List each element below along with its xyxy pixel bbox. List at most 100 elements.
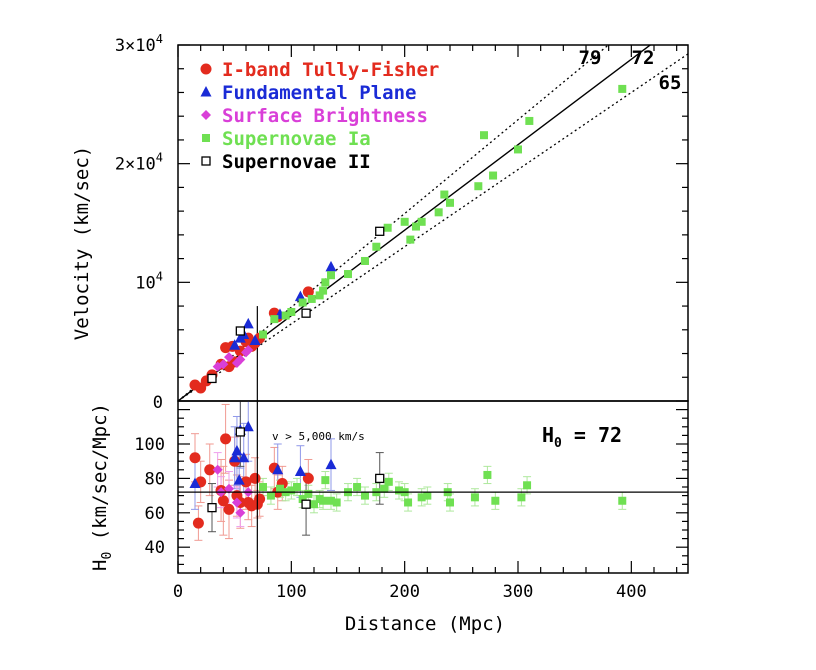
data-point [231,497,242,508]
data-point [301,308,311,318]
data-point [243,344,254,355]
h0-label-value: = 72 [562,423,622,447]
data-point [417,493,426,502]
series-fp [229,260,337,350]
data-point [489,171,498,180]
data-point [254,493,266,505]
data-point [238,451,250,463]
data-point [491,496,500,505]
data-point [235,427,245,437]
data-point [293,483,301,491]
legend-label: Surface Brightness [222,105,428,127]
data-point [217,495,229,507]
y-tick-label: 100 [134,435,165,455]
data-point [224,352,234,363]
data-point [480,131,488,140]
data-point [417,217,426,226]
data-point [207,502,217,513]
legend-marker-fp [200,86,212,97]
legend-marker-sn1a [202,134,210,142]
y-tick-label: 40 [145,538,165,558]
data-point [400,217,409,226]
data-point [361,256,369,265]
data-point [618,496,627,505]
legend-entry-sn2: Supernovae II [201,151,371,173]
data-point [224,483,234,494]
data-point [189,452,201,464]
data-point [223,503,235,515]
legend-marker-tf [200,63,212,75]
data-point [302,286,314,298]
h0-symbol: H [89,560,111,571]
y-tick-label: 104 [135,269,163,293]
y-axis-title-velocity: Velocity (km/sec) [71,146,93,340]
data-point [380,484,389,493]
x-tick-label: 0 [173,582,183,602]
data-point [307,294,316,303]
data-point [514,145,522,154]
legend-entry-sbf: Surface Brightness [201,105,428,127]
series-sn2 [207,226,385,384]
data-point [446,498,454,507]
hubble-line-label: 72 [632,47,655,69]
y-tick-label: 3×104 [115,32,163,56]
data-point [412,222,420,231]
data-point [361,491,369,500]
y-tick-exponent: 4 [156,32,163,46]
x-tick-label: 200 [389,582,420,602]
h0-subscript: 0 [100,552,115,560]
points-sn1a [259,470,627,509]
data-point [404,498,413,507]
y-tick-exponent: 4 [156,151,163,165]
data-point [207,373,217,384]
legend-label: I-band Tully-Fisher [222,59,439,81]
data-point [287,308,296,316]
data-point [298,495,307,504]
data-point [220,433,232,445]
x-axis-title-distance: Distance (Mpc) [345,613,505,635]
hubble-line-label: 79 [579,47,602,69]
data-point [321,476,330,485]
data-point [319,286,328,295]
legend-entry-fp: Fundamental Plane [200,82,416,104]
data-point [298,298,307,307]
data-point [272,463,284,475]
hubble-line-label: 65 [659,72,682,94]
legend-marker-sn2 [201,156,211,166]
data-point [304,489,313,498]
y-tick-base: 10 [135,273,155,293]
data-point [375,473,385,484]
data-point [235,326,245,336]
x-tick-label: 100 [276,582,307,602]
data-point [233,474,245,485]
data-point [249,334,261,345]
data-point [446,198,454,207]
series-sn1a [259,84,627,339]
data-point [259,330,267,339]
series-sbf [212,344,254,372]
data-point [231,444,243,456]
data-point [406,235,415,244]
data-point [325,260,337,272]
data-point [235,507,246,518]
data-point [470,493,479,502]
data-point [525,116,534,125]
data-point [440,190,449,199]
data-point [434,208,443,217]
data-point [332,498,341,507]
h0-label-subscript: 0 [554,436,562,451]
data-point [372,242,381,251]
data-point [319,496,328,505]
data-point [327,271,335,280]
y-tick-label: 0 [153,393,163,413]
velocity-cut-annotation: v > 5,000 km/s [272,430,365,443]
data-point [294,465,306,477]
y-axis-title-h0: H0 (km/sec/Mpc) [89,403,115,571]
data-point [474,182,483,191]
data-point [212,464,223,475]
y-tick-label: 80 [145,469,165,489]
data-point [294,290,306,302]
